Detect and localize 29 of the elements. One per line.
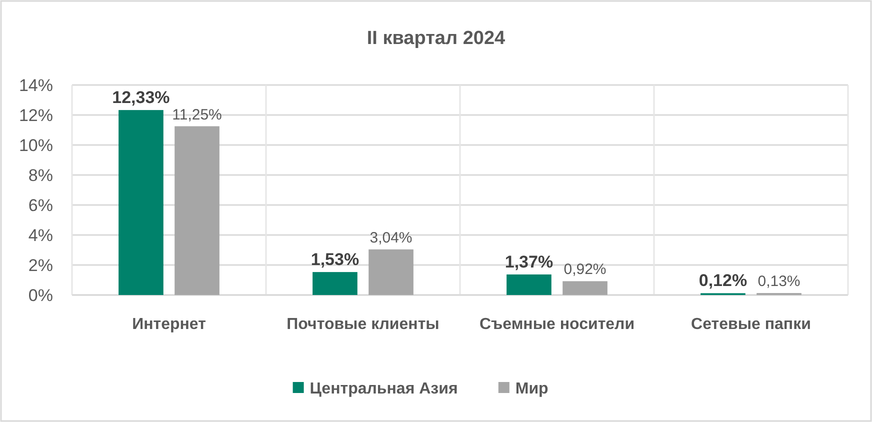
bar: [506, 274, 552, 295]
bar: [368, 249, 414, 295]
bar: [312, 272, 358, 295]
y-tick-label: 2%: [28, 256, 53, 275]
x-tick-label: Интернет: [132, 316, 206, 333]
legend-label: Мир: [515, 380, 549, 398]
bar: [118, 110, 164, 295]
data-label: 3,04%: [370, 229, 412, 246]
data-label: 0,13%: [758, 273, 800, 290]
data-label: 1,53%: [310, 250, 360, 270]
y-tick-label: 14%: [18, 76, 53, 95]
legend-label: Центральная Азия: [310, 380, 458, 398]
data-label: 1,37%: [504, 252, 554, 272]
y-tick-label: 0%: [28, 286, 53, 305]
bar: [562, 281, 608, 295]
y-tick-label: 4%: [28, 226, 53, 245]
data-label: 12,33%: [112, 88, 170, 108]
data-label: 0,92%: [564, 261, 606, 278]
data-label: 11,25%: [172, 106, 222, 124]
bar: [174, 126, 220, 295]
x-tick-label: Почтовые клиенты: [286, 316, 440, 333]
chart-title: II квартал 2024: [366, 28, 506, 49]
x-tick-label: Сетевые папки: [691, 316, 811, 333]
y-tick-label: 8%: [28, 166, 53, 185]
x-tick-label: Съемные носители: [479, 316, 635, 333]
y-tick-label: 10%: [18, 136, 53, 155]
y-tick-label: 12%: [18, 106, 53, 125]
y-tick-label: 6%: [28, 196, 53, 215]
data-label: 0,12%: [698, 271, 748, 290]
